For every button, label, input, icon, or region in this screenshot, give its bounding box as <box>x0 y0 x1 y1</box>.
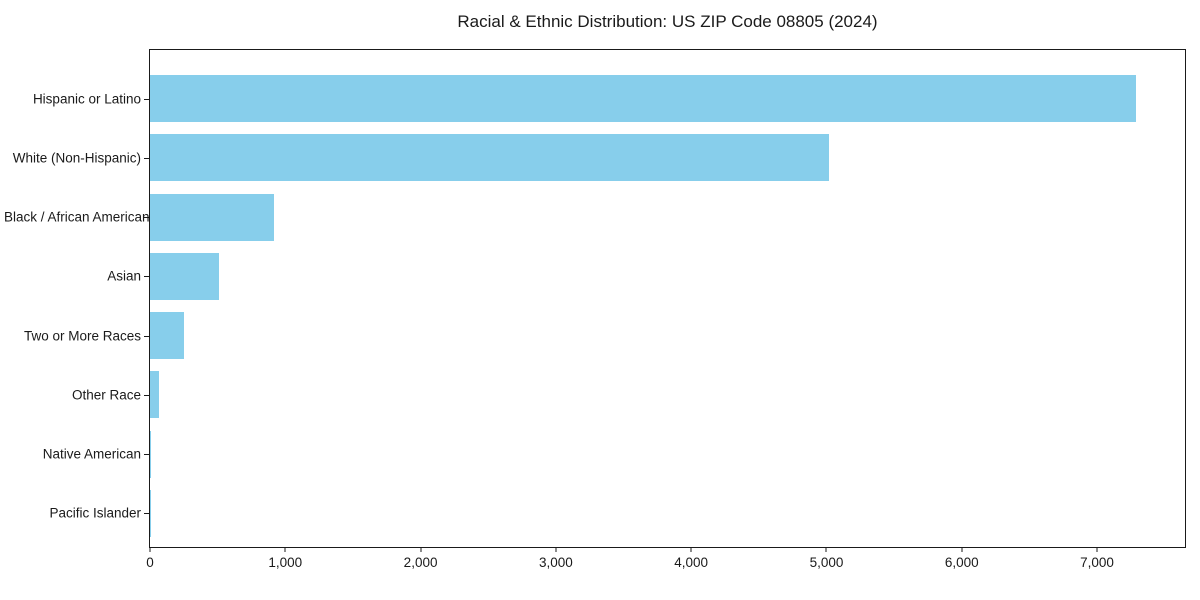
category-label: Other Race <box>71 387 141 403</box>
bar-row: Black / African American <box>4 188 1185 247</box>
bar <box>150 430 152 478</box>
bar-row: Two or More Races <box>24 306 1185 365</box>
category-label: White (Non-Hispanic) <box>12 150 141 166</box>
bar-row: Native American <box>43 425 1185 484</box>
x-tick-label: 4,000 <box>674 555 709 570</box>
x-tick-mark <box>555 547 557 552</box>
x-tick-mark <box>961 547 963 552</box>
bar-row: Other Race <box>72 365 1185 424</box>
y-tick-mark <box>144 454 149 456</box>
category-label: Black / African American <box>4 209 150 225</box>
x-tick-label: 5,000 <box>809 555 844 570</box>
chart-title: Racial & Ethnic Distribution: US ZIP Cod… <box>457 12 878 31</box>
category-label: Pacific Islander <box>49 505 141 521</box>
y-tick-mark <box>144 335 149 337</box>
bar <box>150 252 219 300</box>
x-tick-mark <box>690 547 692 552</box>
category-label: Hispanic or Latino <box>32 91 141 107</box>
x-tick-label: 2,000 <box>403 555 438 570</box>
x-tick-mark <box>149 547 151 552</box>
x-tick-label: 7,000 <box>1080 555 1114 570</box>
x-tick-label: 6,000 <box>944 555 979 570</box>
category-label: Native American <box>42 446 141 462</box>
x-tick-mark <box>825 547 827 552</box>
x-tick-mark <box>420 547 422 552</box>
bar-row: Hispanic or Latino <box>33 69 1185 128</box>
y-tick-mark <box>144 394 149 396</box>
category-label: Asian <box>107 268 141 284</box>
bar-row: Asian <box>107 247 1185 306</box>
bar <box>150 134 830 182</box>
bar <box>150 312 184 360</box>
bar <box>150 371 159 419</box>
bar <box>150 193 275 241</box>
plot-area: Hispanic or Latino White (Non-Hispanic) Bl… <box>4 49 1186 570</box>
x-tick-label: 1,000 <box>268 555 303 570</box>
x-tick-mark <box>1096 547 1098 552</box>
y-tick-mark <box>144 276 149 278</box>
category-label: Two or More Races <box>23 328 141 344</box>
bar-rows: Hispanic or Latino White (Non-Hispanic) Bl… <box>4 69 1185 543</box>
y-tick-mark <box>144 98 149 100</box>
bar <box>150 75 1136 123</box>
y-tick-mark <box>144 513 149 515</box>
bar-row: Pacific Islander <box>49 484 1185 543</box>
x-tick-mark <box>284 547 286 552</box>
y-tick-mark <box>144 157 149 159</box>
x-tick-label: 0 <box>146 555 154 570</box>
bar-row: White (Non-Hispanic) <box>13 128 1185 187</box>
y-tick-mark <box>144 217 149 219</box>
x-tick-label: 3,000 <box>538 555 573 570</box>
